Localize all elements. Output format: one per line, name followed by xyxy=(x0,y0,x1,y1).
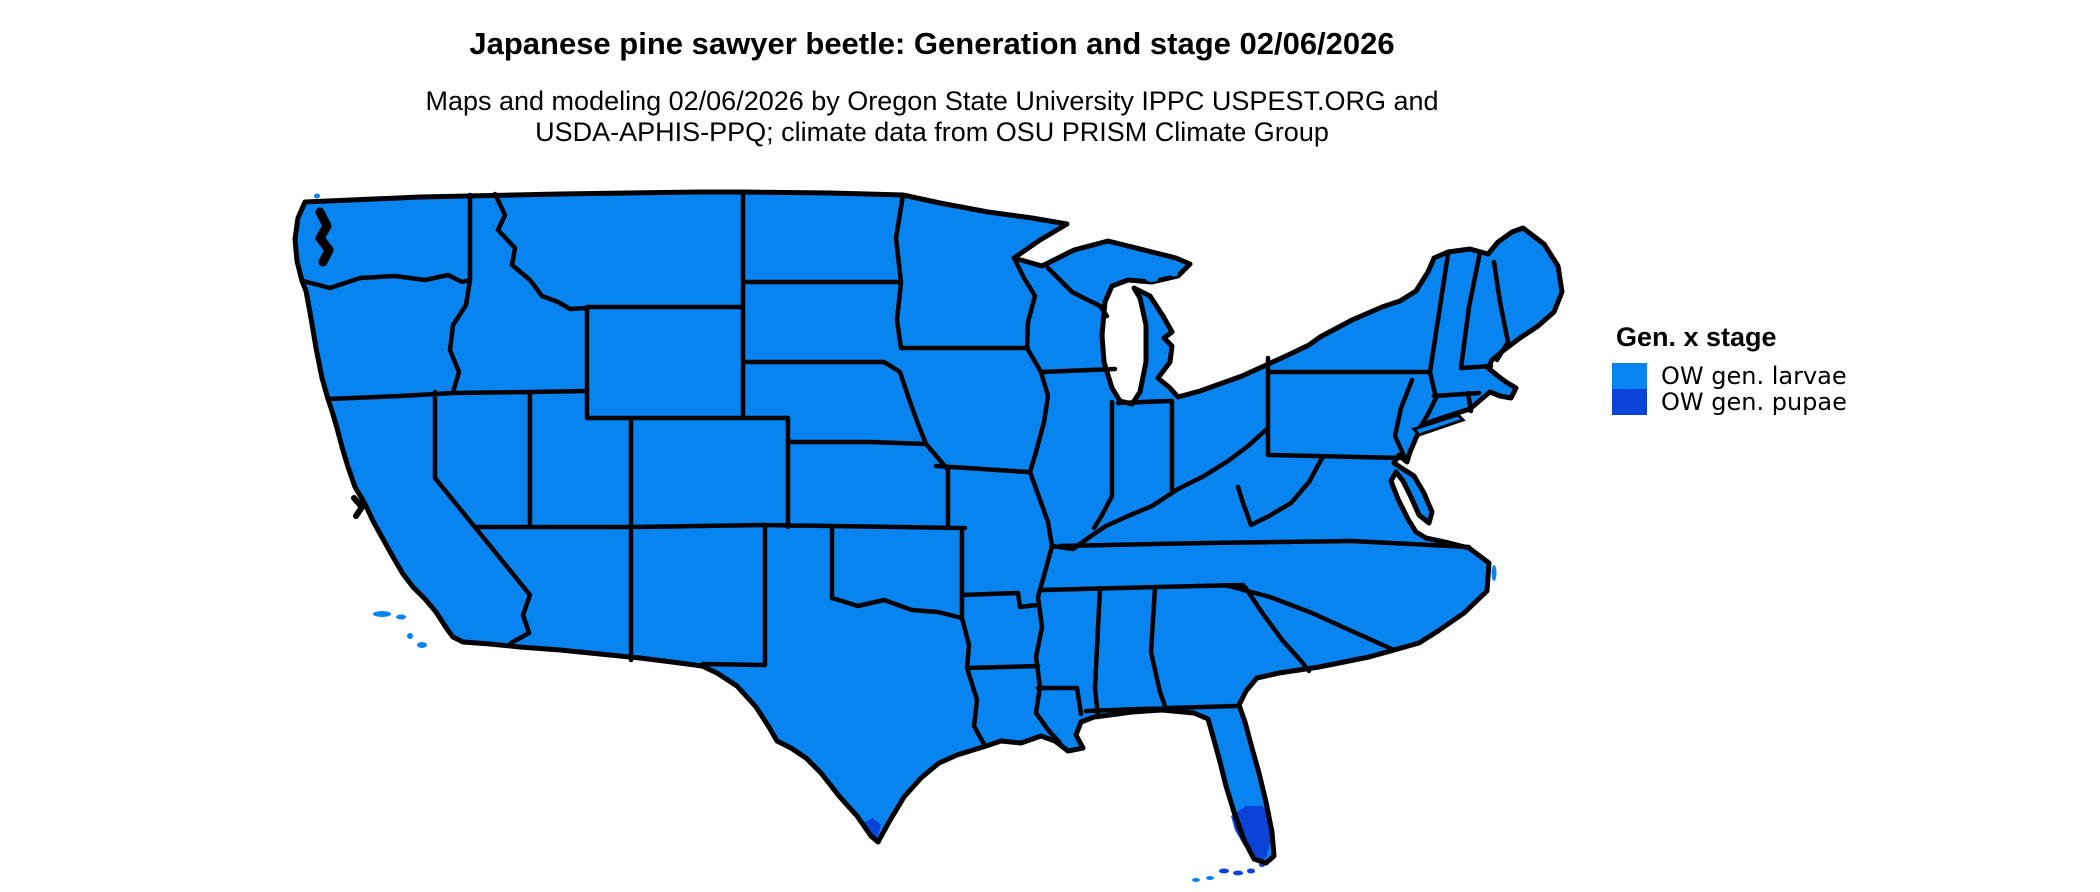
pupae-florida-keys-islet xyxy=(1219,868,1229,874)
channel-island xyxy=(373,611,391,617)
legend-swatch-pupae-rect xyxy=(1612,389,1647,415)
legend-title: Gen. x stage xyxy=(1616,322,1777,352)
channel-island xyxy=(396,614,406,620)
long-island xyxy=(1411,413,1466,437)
pupae-patch-south-florida xyxy=(1231,806,1272,861)
channel-island xyxy=(407,633,413,639)
vancouver-strait-islet xyxy=(314,193,320,199)
subtitle-line-2: USDA-APHIS-PPQ; climate data from OSU PR… xyxy=(535,117,1329,147)
florida-keys-islet xyxy=(1192,878,1200,882)
state-borders xyxy=(300,189,1511,749)
outer-banks-islet xyxy=(1491,565,1497,581)
page-subtitle: Maps and modeling 02/06/2026 by Oregon S… xyxy=(0,86,1864,148)
lake-islet xyxy=(1124,253,1132,259)
legend-swatch-pupae xyxy=(1612,389,1647,415)
coastal-islands-group xyxy=(314,193,1497,882)
pupae-region-group xyxy=(863,806,1272,876)
channel-island xyxy=(417,642,427,648)
puget-sound-inlet xyxy=(315,207,334,267)
mackinac-straits-islet xyxy=(1170,271,1178,277)
legend-swatch-larvae xyxy=(1612,363,1647,389)
legend-item-pupae: OW gen. pupae xyxy=(1612,388,2032,416)
pupae-florida-keys-islet xyxy=(1247,868,1255,874)
legend-swatch-larvae-rect xyxy=(1612,363,1647,389)
subtitle-line-1: Maps and modeling 02/06/2026 by Oregon S… xyxy=(425,86,1439,116)
san-francisco-bay-inlet xyxy=(351,495,365,519)
legend-label-pupae: OW gen. pupae xyxy=(1661,388,1847,416)
legend-item-larvae: OW gen. larvae xyxy=(1612,362,2032,390)
florida-keys-islet xyxy=(1206,876,1214,880)
pupae-florida-keys-islet xyxy=(1233,870,1243,876)
page-title: Japanese pine sawyer beetle: Generation … xyxy=(469,26,1395,61)
legend-label-larvae: OW gen. larvae xyxy=(1661,362,1847,390)
mackinac-straits-islet xyxy=(1146,276,1158,282)
pupae-patch-south-texas xyxy=(863,818,881,838)
conus-outline-stroke xyxy=(292,189,1565,866)
legend: Gen. x stage OW gen. larvae OW gen. pupa… xyxy=(1612,322,2032,416)
